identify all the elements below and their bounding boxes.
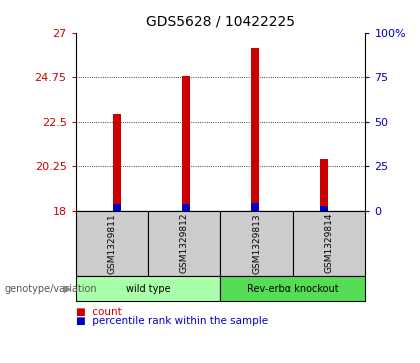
Bar bbox=[76, 276, 220, 301]
Text: genotype/variation: genotype/variation bbox=[4, 284, 97, 294]
Bar bbox=[320, 159, 328, 211]
Text: GSM1329812: GSM1329812 bbox=[180, 213, 189, 273]
Text: GSM1329811: GSM1329811 bbox=[108, 213, 116, 274]
Text: wild type: wild type bbox=[126, 284, 171, 294]
Bar bbox=[113, 204, 121, 211]
Bar bbox=[251, 203, 259, 211]
Text: GSM1329814: GSM1329814 bbox=[325, 213, 333, 273]
Text: ■  percentile rank within the sample: ■ percentile rank within the sample bbox=[76, 316, 268, 326]
Bar bbox=[220, 276, 365, 301]
Text: GSM1329813: GSM1329813 bbox=[252, 213, 261, 274]
Bar bbox=[148, 211, 221, 276]
Bar bbox=[220, 211, 293, 276]
Bar bbox=[76, 211, 148, 276]
Bar bbox=[182, 76, 190, 211]
Bar bbox=[182, 204, 190, 211]
Bar bbox=[113, 114, 121, 211]
Text: ■  count: ■ count bbox=[76, 307, 121, 317]
Bar bbox=[251, 49, 259, 211]
Bar bbox=[320, 206, 328, 211]
Text: Rev-erbα knockout: Rev-erbα knockout bbox=[247, 284, 339, 294]
Title: GDS5628 / 10422225: GDS5628 / 10422225 bbox=[146, 15, 295, 29]
Bar bbox=[293, 211, 365, 276]
Text: ▶: ▶ bbox=[64, 284, 71, 294]
